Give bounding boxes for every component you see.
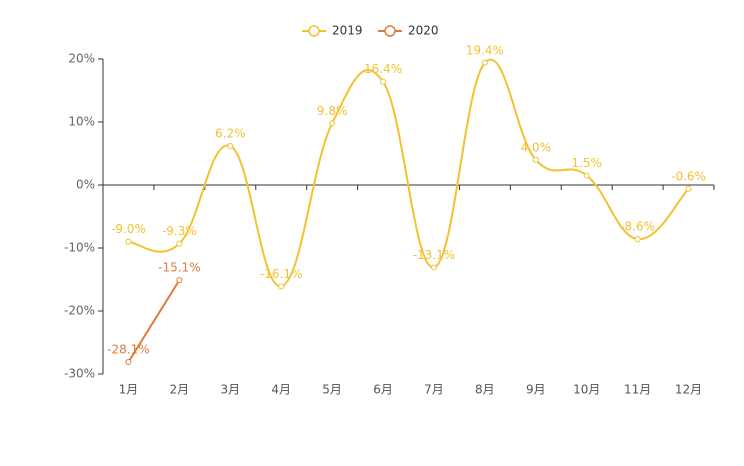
x-tick-label: 9月 xyxy=(526,383,546,397)
point xyxy=(380,78,387,85)
data-label: -8.6% xyxy=(620,220,655,234)
x-tick-label: 11月 xyxy=(624,383,651,397)
point xyxy=(176,277,183,284)
point xyxy=(634,236,641,243)
x-tick-label: 7月 xyxy=(424,383,444,397)
data-label: -9.0% xyxy=(111,222,146,236)
point xyxy=(481,59,488,66)
data-label: -9.3% xyxy=(162,224,197,238)
series-line xyxy=(127,279,181,363)
data-label: 9.8% xyxy=(317,104,348,118)
x-tick-label: 4月 xyxy=(271,383,291,397)
x-tick-label: 5月 xyxy=(322,383,342,397)
point xyxy=(227,142,234,149)
data-label: -13.1% xyxy=(413,248,455,262)
y-tick-label: -20% xyxy=(64,304,95,318)
data-label: -28.1% xyxy=(107,343,149,357)
legend-marker xyxy=(384,25,396,37)
series-line xyxy=(128,58,690,288)
x-tick-label: 3月 xyxy=(220,383,240,397)
point xyxy=(583,172,590,179)
x-tick-label: 8月 xyxy=(475,383,495,397)
legend-label: 2019 xyxy=(332,24,363,38)
data-label: 6.2% xyxy=(215,126,246,140)
point xyxy=(430,264,437,271)
x-tick-label: 1月 xyxy=(119,383,139,397)
y-tick-label: -10% xyxy=(64,241,95,255)
x-tick-label: 10月 xyxy=(573,383,600,397)
point xyxy=(125,238,132,245)
point xyxy=(329,120,336,127)
data-label: -16.1% xyxy=(260,267,302,281)
y-tick-label: -30% xyxy=(64,367,95,381)
point xyxy=(176,240,183,247)
x-tick-label: 6月 xyxy=(373,383,393,397)
data-label: -15.1% xyxy=(158,261,200,275)
data-label: 19.4% xyxy=(466,43,504,57)
x-tick-label: 12月 xyxy=(675,383,702,397)
y-tick-label: 0% xyxy=(76,178,95,192)
y-tick-label: 20% xyxy=(68,52,95,66)
point xyxy=(532,156,539,163)
legend-marker xyxy=(308,25,320,37)
data-label: 16.4% xyxy=(364,62,402,76)
x-tick-label: 2月 xyxy=(170,383,190,397)
point xyxy=(125,359,132,366)
data-label: 4.0% xyxy=(521,140,552,154)
point xyxy=(685,185,692,192)
y-tick-label: 10% xyxy=(68,115,95,129)
point xyxy=(278,283,285,290)
data-label: 1.5% xyxy=(571,156,602,170)
data-label: -0.6% xyxy=(671,169,706,183)
legend-label: 2020 xyxy=(408,24,439,38)
